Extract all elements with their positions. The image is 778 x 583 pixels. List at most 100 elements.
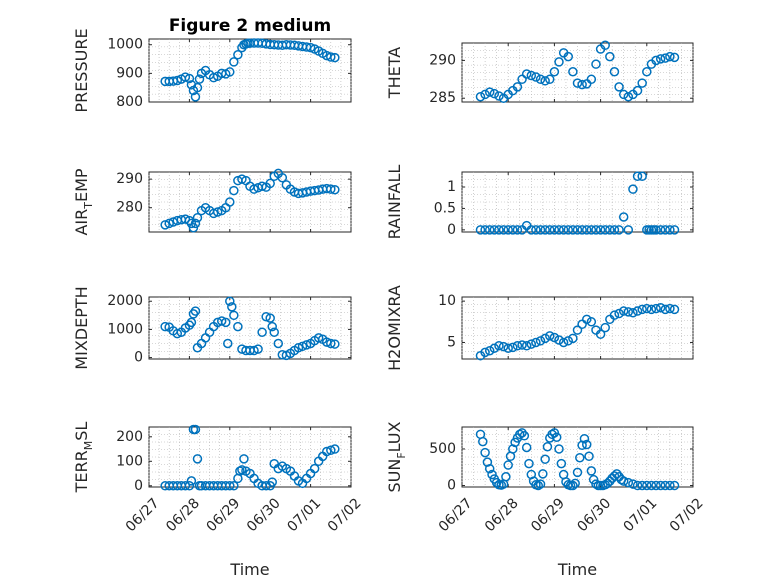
- data-point: [326, 445, 336, 456]
- data-point: [225, 481, 235, 491]
- data-point: [186, 476, 197, 486]
- data-point: [512, 341, 523, 351]
- x-tick-label: 07/02: [667, 495, 707, 535]
- data-point: [221, 317, 231, 328]
- data-point: [632, 480, 643, 491]
- data-point: [660, 304, 671, 315]
- data-point: [160, 321, 170, 332]
- data-point: [646, 304, 657, 315]
- data-point: [267, 477, 277, 487]
- data-point: [665, 51, 675, 62]
- x-tick-label: 06/27: [436, 495, 476, 535]
- data-point: [239, 454, 249, 464]
- data-point: [614, 308, 624, 319]
- data-point: [265, 313, 275, 323]
- data-point: [489, 225, 500, 235]
- data-point: [297, 341, 308, 352]
- data-point: [618, 476, 629, 486]
- data-point: [632, 171, 643, 182]
- y-axis-label: THETA: [385, 47, 404, 99]
- data-point: [595, 225, 606, 235]
- data-point: [642, 303, 652, 314]
- data-point: [572, 78, 583, 88]
- data-point: [192, 454, 203, 464]
- y-tick-label: 5: [447, 334, 456, 350]
- data-point: [491, 477, 502, 488]
- data-point: [637, 78, 647, 88]
- data-point: [623, 91, 634, 102]
- data-point: [515, 429, 525, 440]
- data-point: [665, 303, 675, 314]
- data-point: [549, 332, 560, 343]
- data-point: [484, 345, 495, 356]
- y-tick-label: 100: [116, 453, 143, 469]
- y-tick-label: 290: [116, 171, 143, 187]
- y-axis-label: MIXDEPTH: [72, 286, 91, 369]
- data-point: [216, 316, 227, 326]
- data-point: [277, 172, 288, 183]
- y-axis-label: TERRMSL: [72, 422, 95, 494]
- y-tick-label: 290: [429, 52, 456, 68]
- data-point: [229, 481, 239, 491]
- data-point: [651, 303, 661, 314]
- y-axis-label: RAINFALL: [385, 165, 404, 240]
- data-point: [535, 74, 546, 85]
- data-point: [233, 321, 243, 332]
- data-point: [665, 225, 675, 235]
- data-point: [577, 79, 587, 90]
- data-point: [572, 325, 583, 335]
- data-point: [542, 442, 553, 452]
- data-point: [229, 57, 239, 67]
- x-tick-label: 06/29: [528, 495, 568, 535]
- data-point: [508, 342, 518, 353]
- data-point: [257, 181, 267, 192]
- data-point: [233, 50, 243, 60]
- data-point: [623, 477, 634, 488]
- data-point: [494, 341, 504, 351]
- data-point: [556, 458, 567, 469]
- data-point: [190, 424, 201, 435]
- data-point: [655, 302, 666, 313]
- data-point: [330, 444, 340, 454]
- data-point: [208, 72, 219, 83]
- data-point: [540, 333, 550, 344]
- y-tick-label: 0: [447, 222, 456, 238]
- data-point: [618, 306, 629, 316]
- data-point: [609, 66, 620, 77]
- data-point: [498, 225, 509, 235]
- data-point: [503, 225, 513, 235]
- data-point: [628, 479, 638, 489]
- x-tick-label: 06/30: [244, 495, 284, 535]
- data-point: [257, 327, 267, 337]
- data-point: [225, 67, 235, 77]
- data-point: [503, 343, 513, 354]
- data-point: [614, 225, 624, 235]
- data-point: [637, 480, 647, 491]
- data-point: [637, 171, 647, 182]
- data-point: [190, 306, 201, 316]
- data-point: [605, 51, 615, 62]
- data-point: [322, 446, 332, 457]
- data-point: [517, 74, 527, 85]
- data-point: [642, 480, 652, 491]
- data-point: [618, 89, 629, 100]
- data-point: [526, 70, 537, 81]
- data-point: [249, 184, 259, 194]
- data-point: [265, 178, 275, 189]
- data-point: [164, 218, 174, 229]
- data-point: [612, 469, 622, 479]
- data-point: [609, 225, 620, 235]
- data-point: [498, 341, 509, 352]
- data-point: [618, 212, 629, 222]
- data-point: [632, 306, 643, 316]
- data-point: [584, 451, 594, 462]
- data-point: [551, 432, 562, 442]
- subplot-4: 0 0.5 1 RAINFALL: [385, 165, 694, 240]
- y-tick-label: 200: [116, 429, 143, 445]
- data-point: [549, 225, 560, 235]
- data-point: [540, 76, 550, 86]
- data-point: [623, 307, 634, 317]
- data-point: [568, 225, 578, 235]
- y-tick-label: 0: [134, 478, 143, 494]
- data-point: [632, 85, 643, 96]
